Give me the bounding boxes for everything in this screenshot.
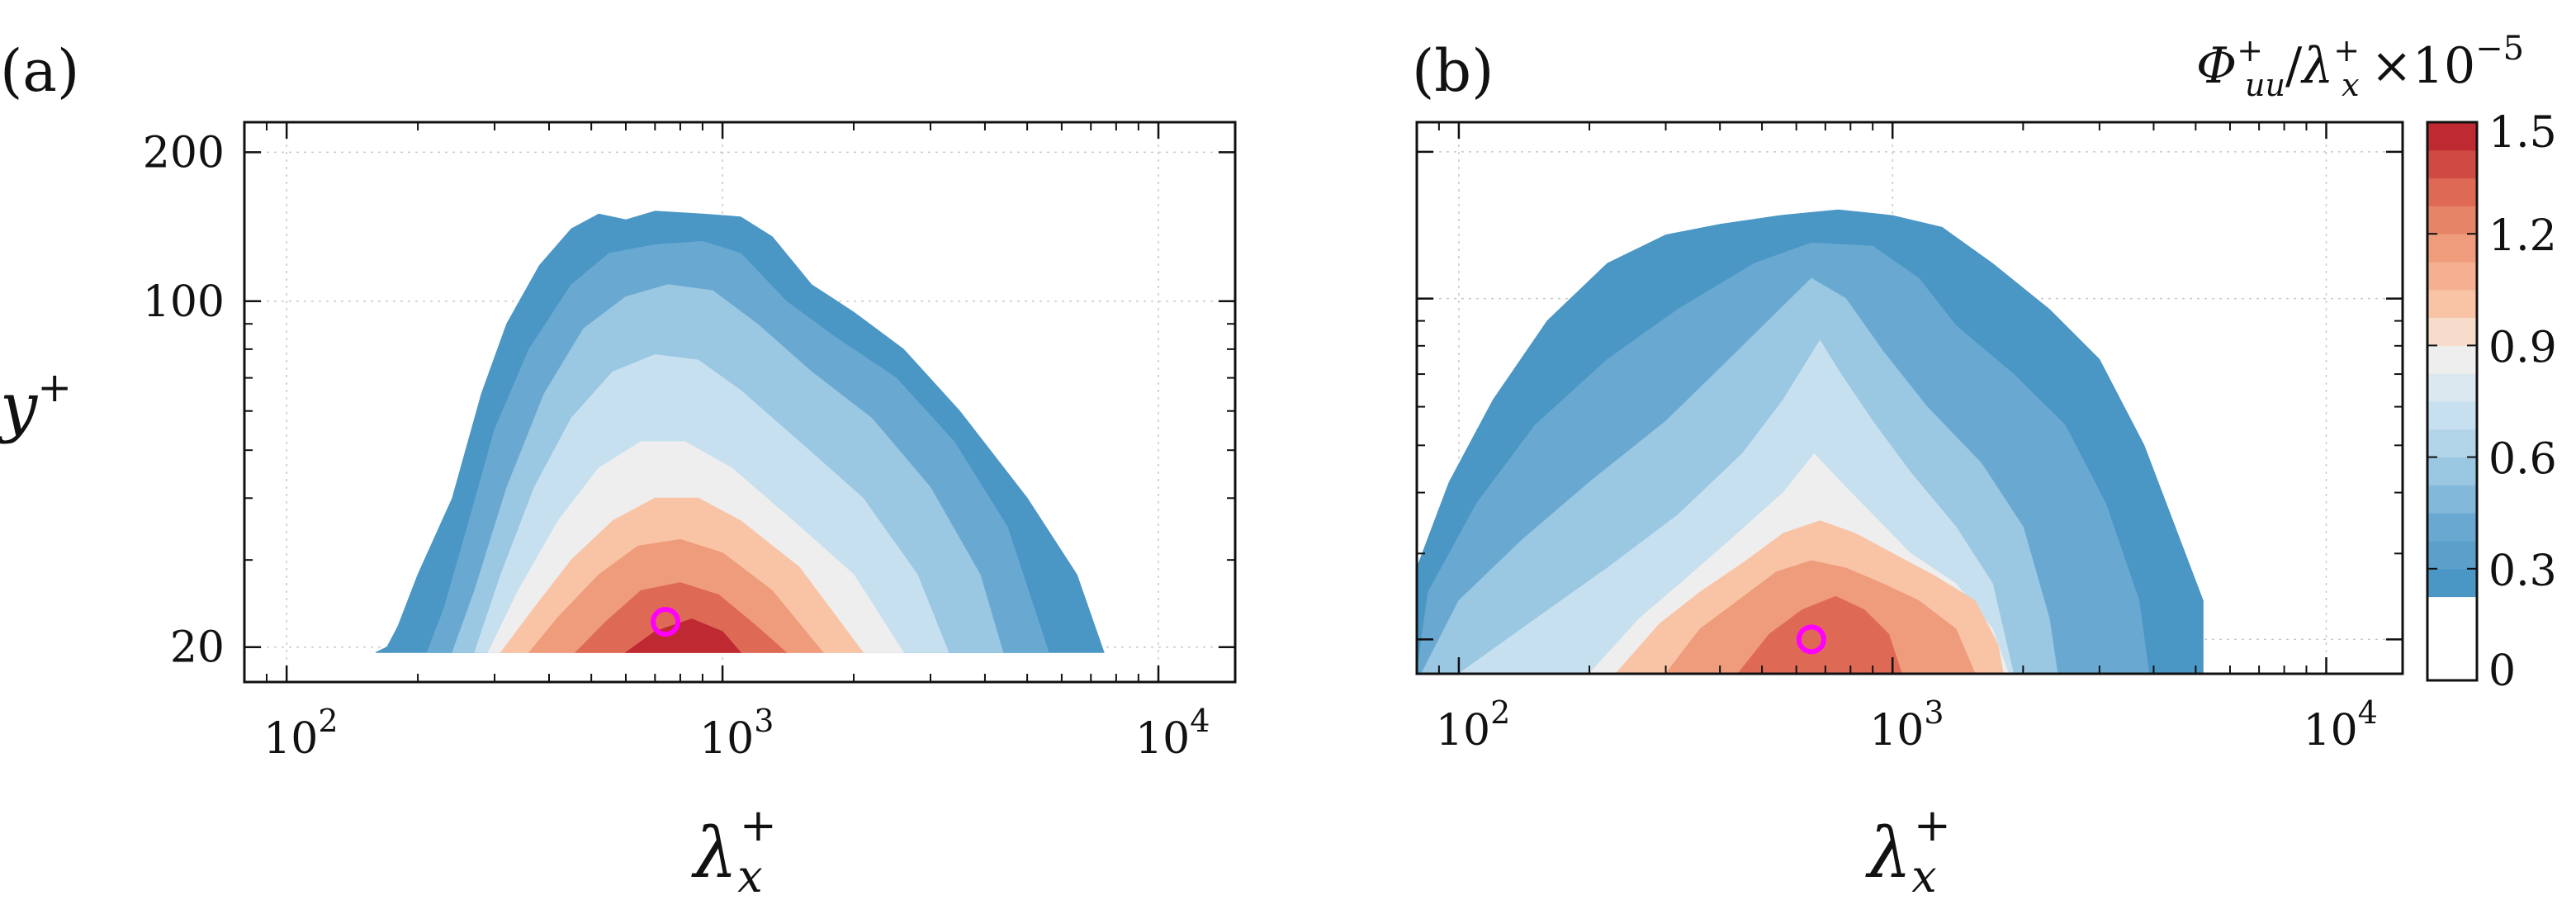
x-tick-label: 102 [1436,694,1510,756]
xlabel-sup: + [740,799,777,851]
y-tick-label: 200 [143,128,225,178]
contour-level-7 [574,582,788,653]
colorbar-level-2 [2427,513,2477,542]
colorbar-level-4 [2427,457,2477,486]
x-tick-base: 10 [263,714,318,764]
cbar-phi-sub: uu [2245,67,2285,103]
x-tick-base: 10 [699,714,754,764]
cbar-phi: Φ [2196,37,2237,95]
x-tick-base: 10 [2303,706,2357,756]
colorbar-level-13 [2427,206,2477,234]
colorbar-tick-label: 1.5 [2488,108,2557,158]
xlabel-base: λ [691,812,737,893]
colorbar-ticks: 1.5 1.2 0.9 0.6 0.3 0 [2427,108,2557,696]
xlabel-sup: + [1914,799,1951,851]
y-tick-label: 20 [170,623,225,673]
colorbar-level-5 [2427,429,2477,458]
panel-a-contours [375,211,1105,653]
panel-b-label: (b) [1412,37,1494,105]
colorbar-frame [2426,121,2479,682]
cbar-lambda-sub: x [2342,67,2359,103]
colorbar-level-12 [2427,234,2477,263]
colorbar-level-0 [2427,568,2477,598]
x-tick-label: 102 [263,703,338,764]
panel-a-frame [243,121,1237,684]
xlabel-base: λ [1865,812,1911,893]
cbar-factor: ×10 [2371,37,2476,95]
colorbar-title: Φ+ uu/λ+ x ×10−5 [2196,30,2524,103]
colorbar-level-11 [2427,262,2477,291]
panel-a-ylabel: y+ [0,363,72,445]
cbar-lambda-sup: + [2333,32,2360,69]
contour-level-7 [1737,595,1902,674]
ylabel-sup: + [37,363,72,411]
panel-b: (b) 102 103 104 λx+ [1412,37,2404,900]
peak-marker [1796,624,1826,655]
x-tick-label: 103 [1869,694,1944,756]
x-tick-exp: 4 [1190,703,1210,739]
panel-a-xlabel: λx+ [691,799,777,900]
colorbar-level-14 [2427,178,2477,206]
colorbar-level-10 [2427,289,2477,319]
cbar-phi-sup: + [2237,32,2263,69]
x-tick-exp: 2 [318,703,338,739]
x-tick-label: 103 [699,703,774,764]
ylabel-base: y [0,368,39,445]
cbar-factor-exp: −5 [2475,30,2524,68]
colorbar-tick-label: 1.2 [2488,211,2557,261]
colorbar-level-9 [2427,317,2477,346]
colorbar-level-8 [2427,345,2477,374]
panel-a-label: (a) [0,37,79,105]
cbar-lambda: λ [2300,37,2333,95]
colorbar-level-1 [2427,541,2477,570]
peak-marker [651,607,681,637]
panel-b-marker-layer [1796,624,1826,655]
panel-a-marker-layer [651,607,681,637]
colorbar-level-3 [2427,485,2477,514]
colorbar-tick-label: 0.6 [2488,435,2557,485]
colorbar-tick-label: 0.9 [2488,323,2557,372]
y-tick-label: 100 [143,277,225,327]
panel-b-frame [1415,121,2404,675]
x-tick-exp: 3 [754,703,774,739]
contour-level-8 [624,618,742,653]
x-tick-exp: 3 [1924,694,1944,731]
x-tick-base: 10 [1869,706,1924,756]
colorbar-level-6 [2427,401,2477,430]
colorbar-tick-label: 0 [2488,647,2516,696]
x-tick-exp: 4 [2358,694,2378,731]
colorbar-level-7 [2427,373,2477,402]
cbar-slash: / [2285,37,2303,95]
panel-b-contours [1417,209,2204,674]
x-tick-base: 10 [1436,706,1490,756]
x-tick-base: 10 [1135,714,1190,764]
colorbar: Φ+ uu/λ+ x ×10−5 1.51.20.90.60.30 [2196,30,2557,696]
colorbar-levels [2427,122,2477,598]
x-tick-exp: 2 [1490,694,1510,731]
colorbar-level-15 [2427,149,2477,179]
colorbar-level-16 [2427,122,2477,151]
panel-b-ticks: 102 103 104 [1416,122,2403,756]
xlabel-sub: x [1911,850,1936,900]
x-tick-label: 104 [1135,703,1210,764]
panel-b-xlabel: λx+ [1865,799,1951,900]
xlabel-sub: x [737,850,762,900]
x-tick-label: 104 [2303,694,2377,756]
colorbar-tick-label: 0.3 [2488,547,2557,596]
